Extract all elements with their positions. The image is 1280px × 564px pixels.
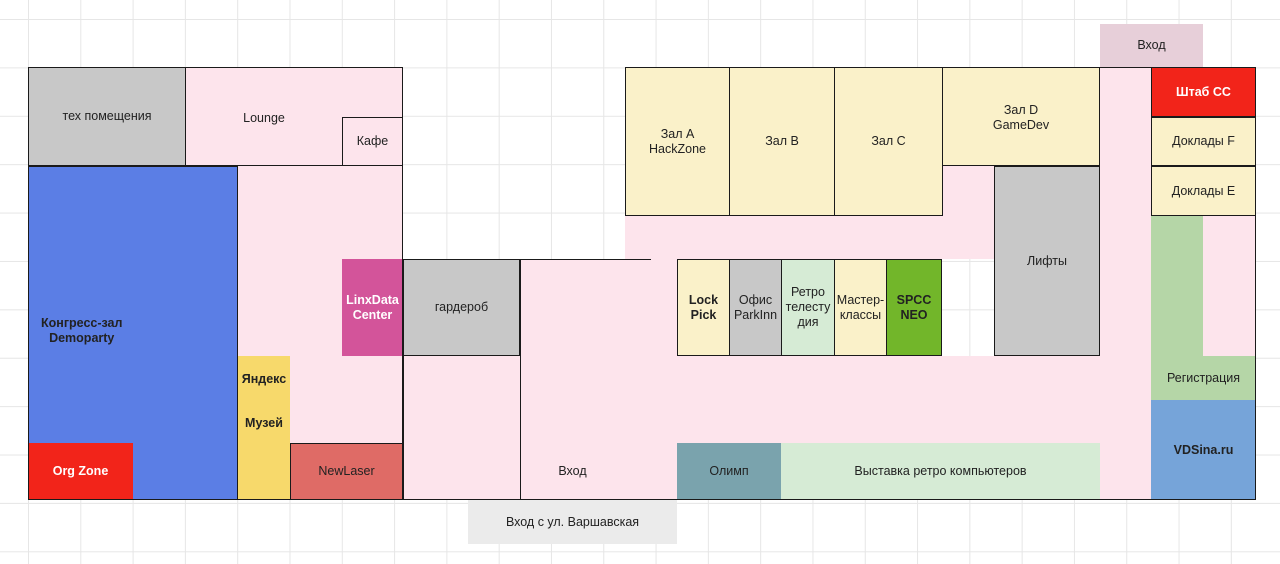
zone-entrance-street: Вход с ул. Варшавская	[468, 500, 677, 544]
zone-staff-hq: Штаб CC	[1151, 67, 1256, 117]
zone-vdsina: VDSina.ru	[1151, 400, 1256, 500]
zone-olimp: Олимп	[677, 443, 781, 500]
corridor-green-strip	[1151, 216, 1203, 356]
corridor-gamedev	[942, 166, 994, 259]
corridor-right	[1100, 67, 1151, 500]
zone-talks-f: Доклады F	[1151, 117, 1256, 166]
zone-org-zone: Org Zone	[28, 443, 133, 500]
zone-tech-rooms: тех помещения	[28, 67, 186, 166]
zone-entrance-top: Вход	[1100, 24, 1203, 67]
zone-spcc-neo: SPCC NEO	[886, 259, 942, 356]
zone-hall-b: Зал B	[729, 67, 835, 216]
zone-linxdata-center: LinxData Center	[342, 259, 403, 356]
zone-lifts: Лифты	[994, 166, 1100, 356]
zone-retro-tv-studio: Ретро телесту дия	[781, 259, 835, 356]
zone-museum-lower	[238, 443, 290, 500]
zone-newlaser: NewLaser	[290, 443, 403, 500]
corridor-lower	[677, 356, 1151, 443]
zone-lock-pick: Lock Pick	[677, 259, 730, 356]
zone-museum: Музей	[238, 403, 290, 443]
zone-registration: Регистрация	[1151, 356, 1256, 400]
zone-talks-e: Доклады E	[1151, 166, 1256, 216]
zone-cafe: Кафе	[342, 117, 403, 166]
zone-masterclasses: Мастер- классы	[834, 259, 887, 356]
zone-entrance-main: Вход	[520, 443, 625, 500]
zone-hall-c: Зал C	[834, 67, 943, 216]
zone-retro-computers-expo: Выставка ретро компьютеров	[781, 443, 1100, 500]
zone-hall-a: Зал A HackZone	[625, 67, 730, 216]
zone-parkinn-office: Офис ParkInn	[729, 259, 782, 356]
corridor-middle	[403, 356, 520, 500]
zone-hall-d: Зал D GameDev	[942, 67, 1100, 166]
corridor-side	[1203, 216, 1256, 356]
zone-wardrobe: гардероб	[403, 259, 520, 356]
zone-yandex: Яндекс	[238, 356, 290, 403]
